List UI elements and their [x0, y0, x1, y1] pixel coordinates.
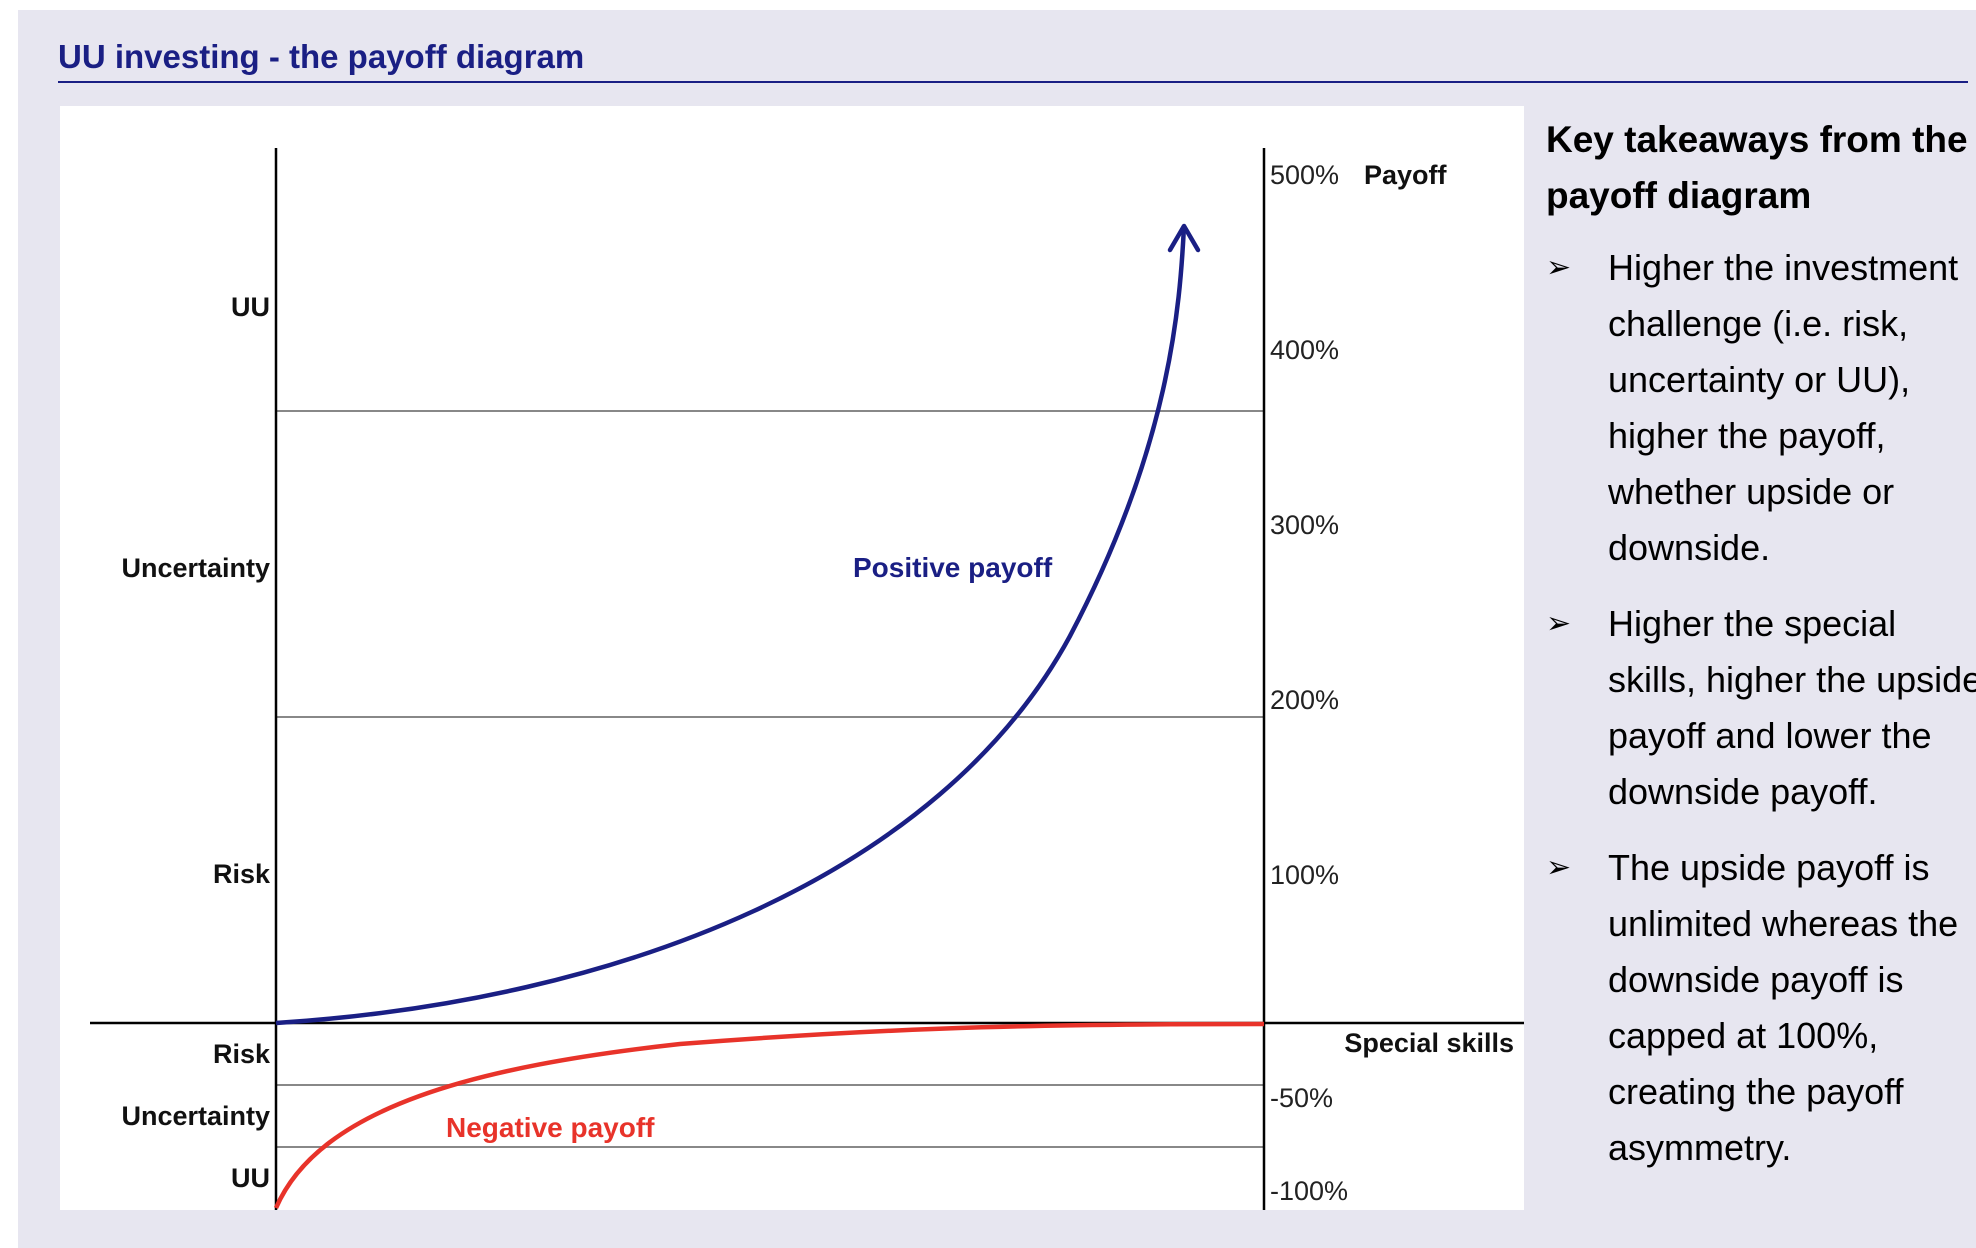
takeaway-item: ➢ Higher the special skills, higher the …: [1546, 596, 1976, 820]
left-level-risk: Risk: [213, 859, 271, 889]
negative-payoff-curve: [273, 1021, 1265, 1209]
payoff-diagram-svg: UU Uncertainty Risk Risk Uncertainty UU …: [90, 148, 1524, 1210]
takeaway-text: Higher the special skills, higher the up…: [1608, 603, 1976, 812]
slide: UU investing - the payoff diagram UU Unc…: [18, 10, 1976, 1248]
tick-label-200: 200%: [1270, 685, 1339, 715]
left-level-neg-uu: UU: [231, 1163, 270, 1193]
tick-label-300: 300%: [1270, 510, 1339, 540]
x-axis-label: Special skills: [1344, 1028, 1514, 1058]
left-level-neg-uncertainty: Uncertainty: [121, 1101, 270, 1131]
takeaway-list: ➢ Higher the investment challenge (i.e. …: [1546, 240, 1976, 1176]
negative-payoff-label: Negative payoff: [446, 1112, 655, 1143]
takeaway-item: ➢ Higher the investment challenge (i.e. …: [1546, 240, 1976, 576]
left-level-uu: UU: [231, 292, 270, 322]
tick-label-neg-100: -100%: [1270, 1176, 1348, 1206]
left-level-neg-risk: Risk: [213, 1039, 271, 1069]
positive-payoff-label: Positive payoff: [853, 552, 1053, 583]
arrowhead-bullet-icon: ➢: [1546, 606, 1572, 641]
takeaways-heading: Key takeaways from the payoff diagram: [1546, 119, 1968, 216]
title-underline: [58, 81, 1968, 83]
arrowhead-bullet-icon: ➢: [1546, 250, 1572, 285]
left-level-uncertainty: Uncertainty: [121, 553, 270, 583]
takeaways-panel: Key takeaways from the payoff diagram ➢ …: [1546, 106, 1976, 1196]
page-title: UU investing - the payoff diagram: [58, 38, 585, 75]
payoff-diagram: UU Uncertainty Risk Risk Uncertainty UU …: [60, 106, 1524, 1210]
y-axis-label: Payoff: [1364, 160, 1448, 190]
tick-label-500: 500%: [1270, 160, 1339, 190]
tick-label-400: 400%: [1270, 335, 1339, 365]
positive-payoff-curve: [275, 225, 1187, 1026]
tick-label-100: 100%: [1270, 860, 1339, 890]
tick-label-neg-50: -50%: [1270, 1083, 1333, 1113]
takeaway-item: ➢ The upside payoff is unlimited whereas…: [1546, 840, 1976, 1176]
takeaway-text: The upside payoff is unlimited whereas t…: [1608, 847, 1959, 1168]
takeaway-text: Higher the investment challenge (i.e. ri…: [1608, 247, 1959, 568]
positive-payoff-arrowhead-icon: [1167, 223, 1201, 253]
arrowhead-bullet-icon: ➢: [1546, 850, 1572, 885]
